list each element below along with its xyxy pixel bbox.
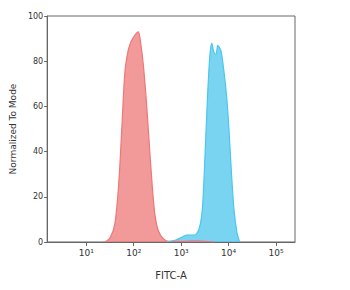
- svg-text:60: 60: [33, 102, 43, 111]
- svg-text:Normalized To Mode: Normalized To Mode: [8, 83, 18, 174]
- svg-text:10¹: 10¹: [79, 248, 94, 258]
- svg-text:20: 20: [33, 192, 43, 201]
- svg-text:100: 100: [28, 12, 43, 21]
- svg-text:0: 0: [38, 238, 43, 247]
- svg-text:10²: 10²: [126, 248, 141, 258]
- svg-text:FITC-A: FITC-A: [155, 270, 187, 281]
- svg-text:80: 80: [33, 57, 43, 66]
- svg-text:10⁴: 10⁴: [221, 248, 236, 258]
- svg-text:10⁵: 10⁵: [269, 248, 284, 258]
- svg-text:10³: 10³: [174, 248, 189, 258]
- svg-text:40: 40: [33, 147, 43, 156]
